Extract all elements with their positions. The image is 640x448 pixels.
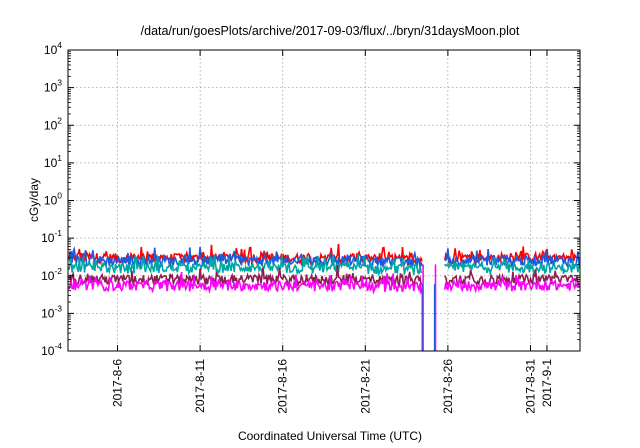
series-line [444, 257, 580, 276]
plot-frame [67, 49, 581, 352]
x-tick-label: 2017-8-31 [523, 359, 537, 414]
x-tick-label: 2017-8-21 [358, 359, 372, 414]
y-tick-label: 103 [44, 78, 62, 95]
chart-title: /data/run/goesPlots/archive/2017-09-03/f… [141, 24, 520, 38]
y-tick-label: 102 [44, 115, 62, 132]
plot-area [68, 244, 580, 351]
series-line [444, 269, 580, 288]
series-line [68, 272, 423, 295]
x-tick-label: 2017-8-16 [276, 359, 290, 414]
y-tick-label: 101 [44, 153, 62, 170]
series-line [68, 265, 423, 289]
x-tick-label: 2017-8-6 [111, 359, 125, 407]
x-tick-label: 2017-8-26 [441, 359, 455, 414]
x-axis-label: Coordinated Universal Time (UTC) [238, 429, 422, 443]
y-tick-label: 10-3 [41, 303, 62, 320]
series-line [68, 253, 423, 277]
y-tick-label: 10-2 [41, 266, 62, 283]
x-tick-label: 2017-8-11 [193, 359, 207, 413]
axes: 10-4 10-3 10-2 10-1 100 101 102 103 104 2017-8-6 2… [41, 40, 581, 414]
y-tick-label: 100 [44, 191, 62, 208]
y-tick-label: 10-4 [41, 341, 62, 358]
y-tick-label: 10-1 [41, 228, 62, 245]
x-tick-label: 2017-9-1 [540, 359, 554, 407]
series-line [444, 274, 580, 294]
y-axis-label: cGy/day [27, 178, 41, 222]
y-tick-label: 104 [44, 40, 62, 57]
grid [68, 50, 580, 351]
